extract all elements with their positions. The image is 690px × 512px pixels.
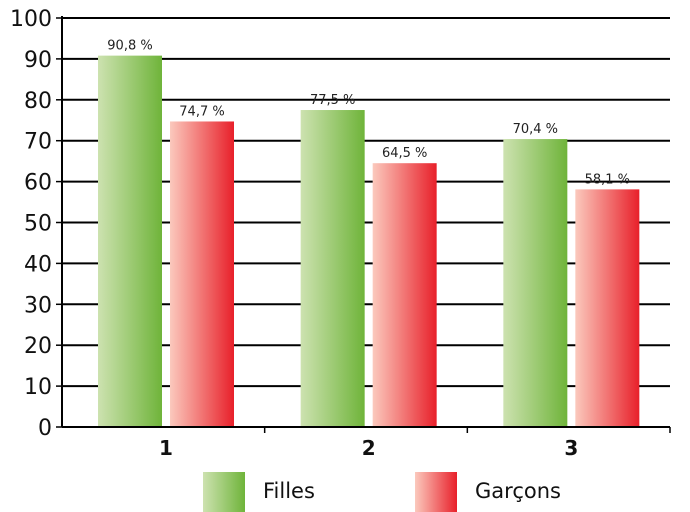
data-label: 58,1 % xyxy=(585,172,630,187)
x-category-label: 1 xyxy=(159,436,173,460)
gridlines xyxy=(62,17,670,388)
y-tick-label: 80 xyxy=(24,89,52,114)
y-tick-label: 60 xyxy=(24,171,52,196)
data-label: 77,5 % xyxy=(310,93,355,108)
bar-garçons-3 xyxy=(575,189,640,427)
bars xyxy=(98,55,640,428)
y-tick-label: 90 xyxy=(24,48,52,73)
axes xyxy=(56,16,671,433)
legend: Filles Garçons xyxy=(203,472,561,512)
legend-swatch xyxy=(203,472,245,512)
bar-garçons-2 xyxy=(372,163,437,427)
legend-label: Filles xyxy=(263,479,315,503)
data-label: 74,7 % xyxy=(179,104,224,119)
y-tick-label: 20 xyxy=(24,334,52,359)
bar-filles-2 xyxy=(300,110,365,428)
y-tick-label: 40 xyxy=(24,252,52,277)
y-tick-label: 10 xyxy=(24,375,52,400)
bar-filles-1 xyxy=(98,55,162,428)
x-category-label: 2 xyxy=(362,436,376,460)
data-label: 90,8 % xyxy=(107,39,152,54)
x-category-label: 3 xyxy=(564,436,578,460)
legend-swatch xyxy=(415,472,457,512)
y-tick-label: 0 xyxy=(38,416,52,441)
data-label: 64,5 % xyxy=(382,146,427,161)
y-tick-label: 100 xyxy=(10,7,52,32)
bar-garçons-1 xyxy=(170,121,234,428)
labels: 0 10 20 30 40 50 60 70 80 90 100 90,8 % 74,7 % 1 77,5 … xyxy=(10,7,630,460)
legend-label: Garçons xyxy=(475,479,561,503)
y-tick-label: 50 xyxy=(24,212,52,237)
y-tick-label: 30 xyxy=(24,293,52,318)
y-tick-label: 70 xyxy=(24,130,52,155)
data-label: 70,4 % xyxy=(513,122,558,137)
bar-filles-3 xyxy=(503,139,568,427)
